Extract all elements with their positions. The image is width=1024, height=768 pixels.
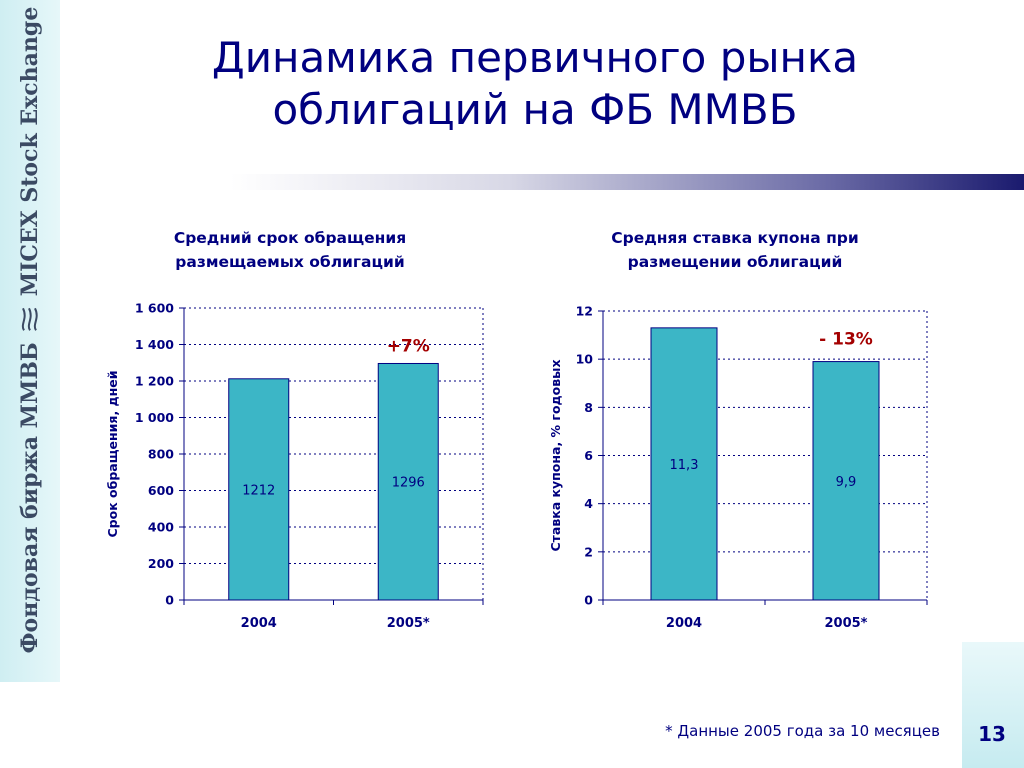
chart1-bar-2005 [377, 362, 439, 601]
chart1-y-tick-label: 1 200 [135, 374, 174, 389]
chart1-y-tick-label: 400 [148, 520, 174, 535]
chart1-data-label: 1212 [242, 483, 275, 498]
chart1-y-tick-label: 600 [148, 483, 174, 498]
chart1-y-tick-label: 1 600 [135, 301, 174, 316]
chart2-data-label: 11,3 [670, 458, 699, 473]
micex-logo: Фондовая биржа ММВБ MICEX Stock Exchange [17, 7, 43, 654]
side-band: Фондовая биржа ММВБ MICEX Stock Exchange [0, 0, 60, 682]
slide-title-line1: Динамика первичного рынка [211, 33, 859, 82]
chart2-y-tick-label: 12 [576, 304, 593, 319]
chart1-bar-2004 [228, 378, 290, 601]
chart1-x-tick-label: 2005* [387, 616, 430, 631]
chart1-y-tick-label: 0 [165, 593, 174, 608]
chart2-bar-2005 [812, 361, 880, 601]
chart2-y-tick-label: 8 [584, 400, 593, 415]
title-divider [230, 174, 1024, 190]
chart2-y-tick-label: 2 [584, 544, 593, 559]
slide-title-line2: облигаций на ФБ ММВБ [272, 85, 798, 134]
slide-title: Динамика первичного рынка облигаций на Ф… [90, 32, 980, 136]
chart2-change-annotation: - 13% [819, 330, 873, 350]
chart2-title: Средняя ставка купона при размещении обл… [565, 226, 905, 274]
chart1-title-line2: размещаемых облигаций [175, 253, 405, 271]
chart2-x-tick-label: 2005* [825, 616, 868, 631]
chart2-y-tick-label: 4 [584, 496, 593, 511]
chart2-title-line2: размещении облигаций [627, 253, 843, 271]
chart1-x-tick-label: 2004 [241, 616, 277, 631]
chart2-y-axis-label: Ставка купона, % годовых [548, 359, 563, 551]
chart2-x-tick-label: 2004 [666, 616, 702, 631]
chart2-y-tick-label: 6 [584, 448, 593, 463]
chart2-bar-2004 [650, 327, 718, 601]
chart1-y-tick-label: 800 [148, 447, 174, 462]
chart1-y-tick-label: 1 400 [135, 337, 174, 352]
chart1-data-label: 1296 [392, 476, 425, 491]
page-number: 13 [978, 722, 1006, 746]
micex-logo-icon [21, 307, 38, 331]
chart1-y-tick-label: 200 [148, 556, 174, 571]
footnote: * Данные 2005 года за 10 месяцев [665, 722, 940, 740]
chart1-title-line1: Средний срок обращения [173, 229, 407, 247]
chart2-y-tick-label: 10 [576, 352, 594, 367]
chart1-title: Средний срок обращения размещаемых облиг… [130, 226, 450, 274]
chart2-title-line1: Средняя ставка купона при [611, 229, 859, 247]
page-number-box [962, 642, 1024, 768]
chart1-y-axis-label: Срок обращения, дней [105, 370, 120, 537]
chart2-y-tick-label: 0 [584, 593, 593, 608]
chart1-y-tick-label: 1 000 [135, 410, 174, 425]
chart1-change-annotation: +7% [387, 336, 430, 356]
chart2-data-label: 9,9 [836, 475, 857, 490]
